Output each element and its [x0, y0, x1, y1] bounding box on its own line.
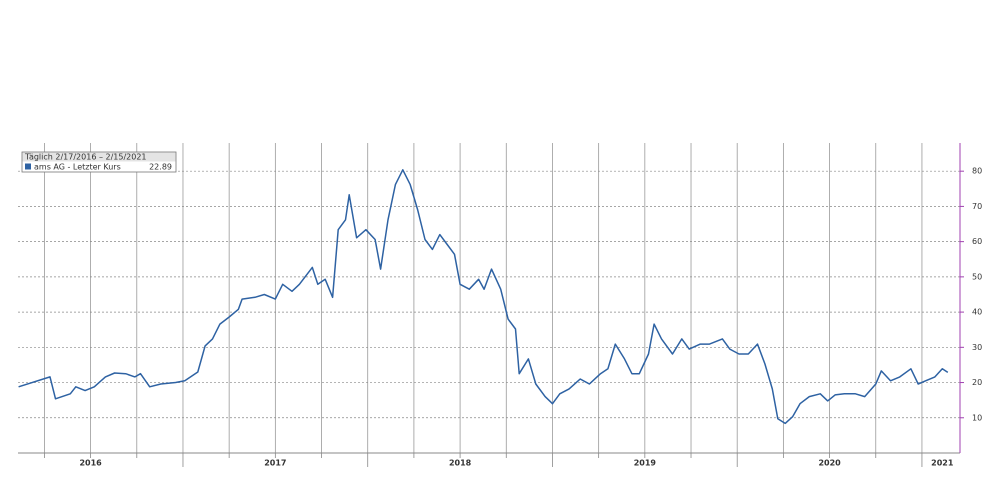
y-tick-label: 10: [972, 413, 982, 422]
x-tick-label: 2018: [449, 459, 472, 468]
y-tick-label: 30: [972, 343, 982, 352]
y-tick-label: 60: [972, 237, 982, 246]
x-tick-label: 2019: [634, 459, 657, 468]
legend-header: Täglich 2/17/2016 – 2/15/2021: [24, 153, 147, 162]
x-tick-label: 2016: [79, 459, 102, 468]
legend-header-bg: [22, 152, 176, 162]
y-tick-label: 70: [972, 202, 982, 211]
price-line: [18, 169, 949, 425]
legend-swatch: [25, 163, 31, 170]
y-tick-label: 50: [972, 272, 982, 281]
legend-label: ams AG - Letzter Kurs: [34, 163, 121, 172]
x-tick-label: 2017: [264, 459, 286, 468]
x-tick-label: 2020: [818, 459, 841, 468]
x-tick-label: 2021: [931, 459, 954, 468]
legend-last-value: 22.89: [149, 163, 172, 172]
y-tick-label: 80: [972, 167, 982, 176]
y-tick-label: 20: [972, 378, 982, 387]
y-tick-label: 40: [972, 308, 982, 317]
